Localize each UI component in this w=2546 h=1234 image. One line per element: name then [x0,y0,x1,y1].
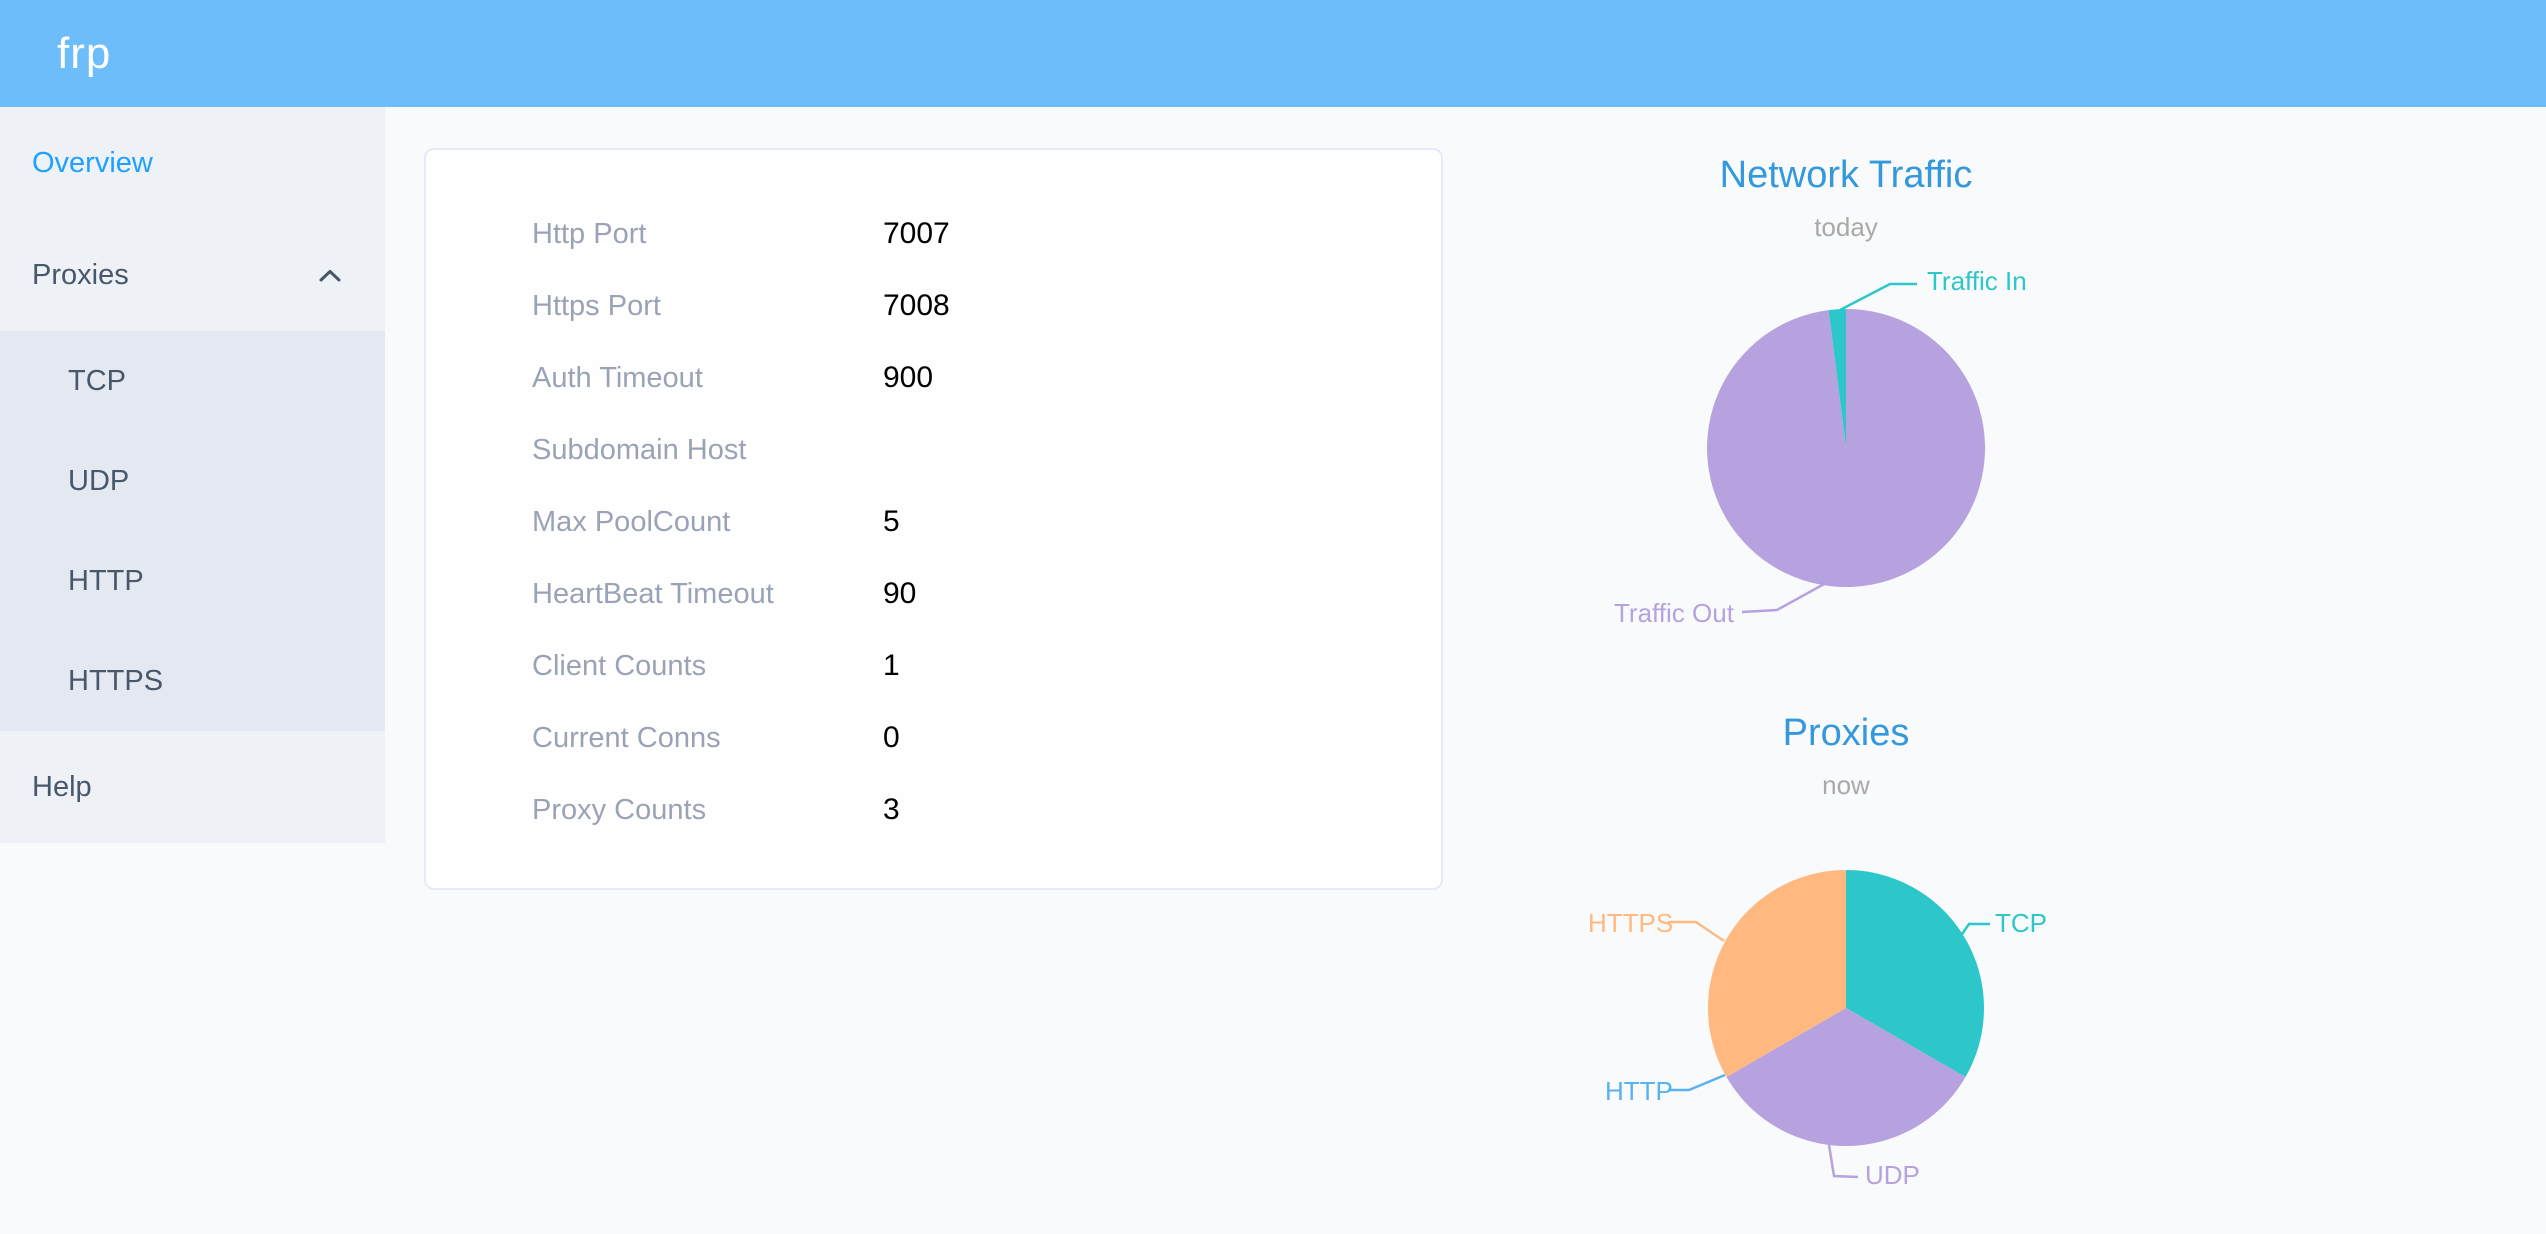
pie-slice-traffic-in[interactable] [1828,309,1846,448]
sidebar-item-label: TCP [68,364,126,397]
sidebar: Overview Proxies TCP UDP HTTP HTTPS Help [0,107,385,843]
info-row: Https Port 7008 [426,270,1441,342]
info-label: Subdomain Host [532,433,747,466]
app-header: frp [0,0,2546,107]
pie-slice-tcp[interactable] [1846,870,1984,1077]
leader-line-udp [1827,1144,1859,1179]
sidebar-submenu: TCP UDP HTTP HTTPS [0,331,385,731]
info-row: HeartBeat Timeout 90 [426,558,1441,630]
sidebar-item-tcp[interactable]: TCP [0,331,385,431]
sidebar-item-https[interactable]: HTTPS [0,631,385,731]
sidebar-item-label: Proxies [32,258,129,291]
pie-label-udp: UDP [1865,1160,1920,1190]
info-row: Http Port 7007 [426,198,1441,270]
info-row: Proxy Counts 3 [426,774,1441,846]
pie-label-https: HTTPS [1588,908,1674,938]
pie-label-traffic-in: Traffic In [1927,266,2027,296]
chevron-up-icon [319,269,341,281]
sidebar-item-label: Overview [32,146,153,179]
info-row: Subdomain Host [426,414,1441,486]
chart-subtitle: today [1814,212,1878,242]
info-label: Proxy Counts [532,793,707,826]
info-value: 90 [883,577,917,610]
network-traffic-pie-svg [1707,282,1986,614]
info-label: HeartBeat Timeout [532,577,774,610]
info-value: 3 [883,793,900,826]
sidebar-item-http[interactable]: HTTP [0,531,385,631]
info-value: 1 [883,649,900,682]
info-row: Max PoolCount 5 [426,486,1441,558]
info-value: 0 [883,721,900,754]
pie-slice-https[interactable] [1708,870,1846,1077]
sidebar-item-overview[interactable]: Overview [0,107,385,219]
info-value: 7007 [883,217,950,250]
sidebar-item-label: UDP [68,464,130,497]
sidebar-item-udp[interactable]: UDP [0,431,385,531]
frp-logo: frp [57,28,112,78]
info-label: Http Port [532,217,647,250]
pie-slices [1707,309,1986,587]
pie-slice-traffic-out[interactable] [1707,309,1986,587]
info-value: 900 [883,361,934,394]
proxies-pie-svg [1668,870,1990,1179]
info-row: Current Conns 0 [426,702,1441,774]
leader-line-traffic-out [1741,581,1827,614]
proxies-chart: Proxies now HTTPS TCP HTTP UDP [1496,698,2196,1234]
info-value: 7008 [883,289,950,322]
pie-label-traffic-out: Traffic Out [1614,598,1734,628]
pie-slice-udp[interactable] [1726,1008,1966,1146]
chart-title: Network Traffic [1719,154,1973,196]
sidebar-item-proxies[interactable]: Proxies [0,219,385,331]
sidebar-item-help[interactable]: Help [0,731,385,843]
info-row: Client Counts 1 [426,630,1441,702]
leader-line-tcp [1956,922,1990,941]
info-label: Current Conns [532,721,721,754]
leader-line-https [1668,920,1725,943]
server-info-card: Http Port 7007 Https Port 7008 Auth Time… [424,148,1443,890]
info-row: Auth Timeout 900 [426,342,1441,414]
sidebar-item-label: HTTP [68,564,144,597]
chart-title: Proxies [1782,712,1910,754]
sidebar-item-label: Help [32,770,92,803]
info-label: Https Port [532,289,661,322]
pie-label-tcp: TCP [1995,908,2047,938]
pie-label-http: HTTP [1605,1076,1673,1106]
pie-slices [1708,870,1984,1146]
info-label: Auth Timeout [532,361,703,394]
network-traffic-chart: Network Traffic today Traffic In Traffic… [1496,140,2196,680]
info-value: 5 [883,505,900,538]
leader-line-traffic-in [1839,282,1917,312]
info-label: Client Counts [532,649,707,682]
leader-line-http [1668,1073,1726,1092]
sidebar-item-label: HTTPS [68,664,164,697]
chart-subtitle: now [1822,770,1870,800]
info-label: Max PoolCount [532,505,731,538]
